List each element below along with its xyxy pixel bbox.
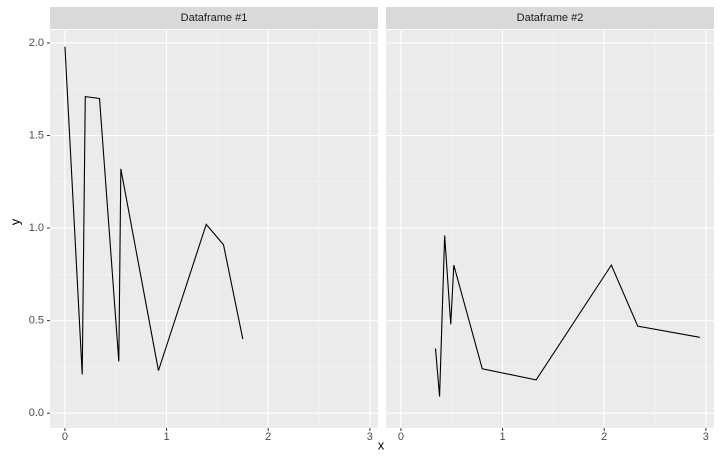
x-tick-label: 2: [265, 431, 271, 443]
strip: [50, 7, 378, 29]
x-tick-label: 3: [367, 431, 373, 443]
strip: [386, 7, 714, 29]
panel-background: [386, 30, 714, 428]
x-tick-label: 0: [398, 431, 404, 443]
x-tick-label: 1: [500, 431, 506, 443]
x-tick-label: 1: [164, 431, 170, 443]
strip-text: Dataframe #2: [517, 12, 584, 24]
line: [434, 235, 700, 397]
y-tick-label: 2.0: [29, 37, 44, 49]
y-tick-label: 0.0: [29, 407, 44, 419]
x-tick-label: 2: [601, 431, 607, 443]
strip-text: Dataframe #1: [181, 12, 248, 24]
x-tick-label: 3: [703, 431, 709, 443]
x-tick-label: 0: [62, 431, 68, 443]
y-tick-label: 1.5: [29, 129, 44, 141]
y-tick-label: 0.5: [29, 315, 44, 327]
panel-background: [50, 30, 378, 428]
y-tick-label: 1.0: [29, 222, 44, 234]
line: [64, 46, 244, 375]
y-axis-title: y: [7, 218, 22, 225]
x-axis-title: x: [378, 437, 385, 452]
